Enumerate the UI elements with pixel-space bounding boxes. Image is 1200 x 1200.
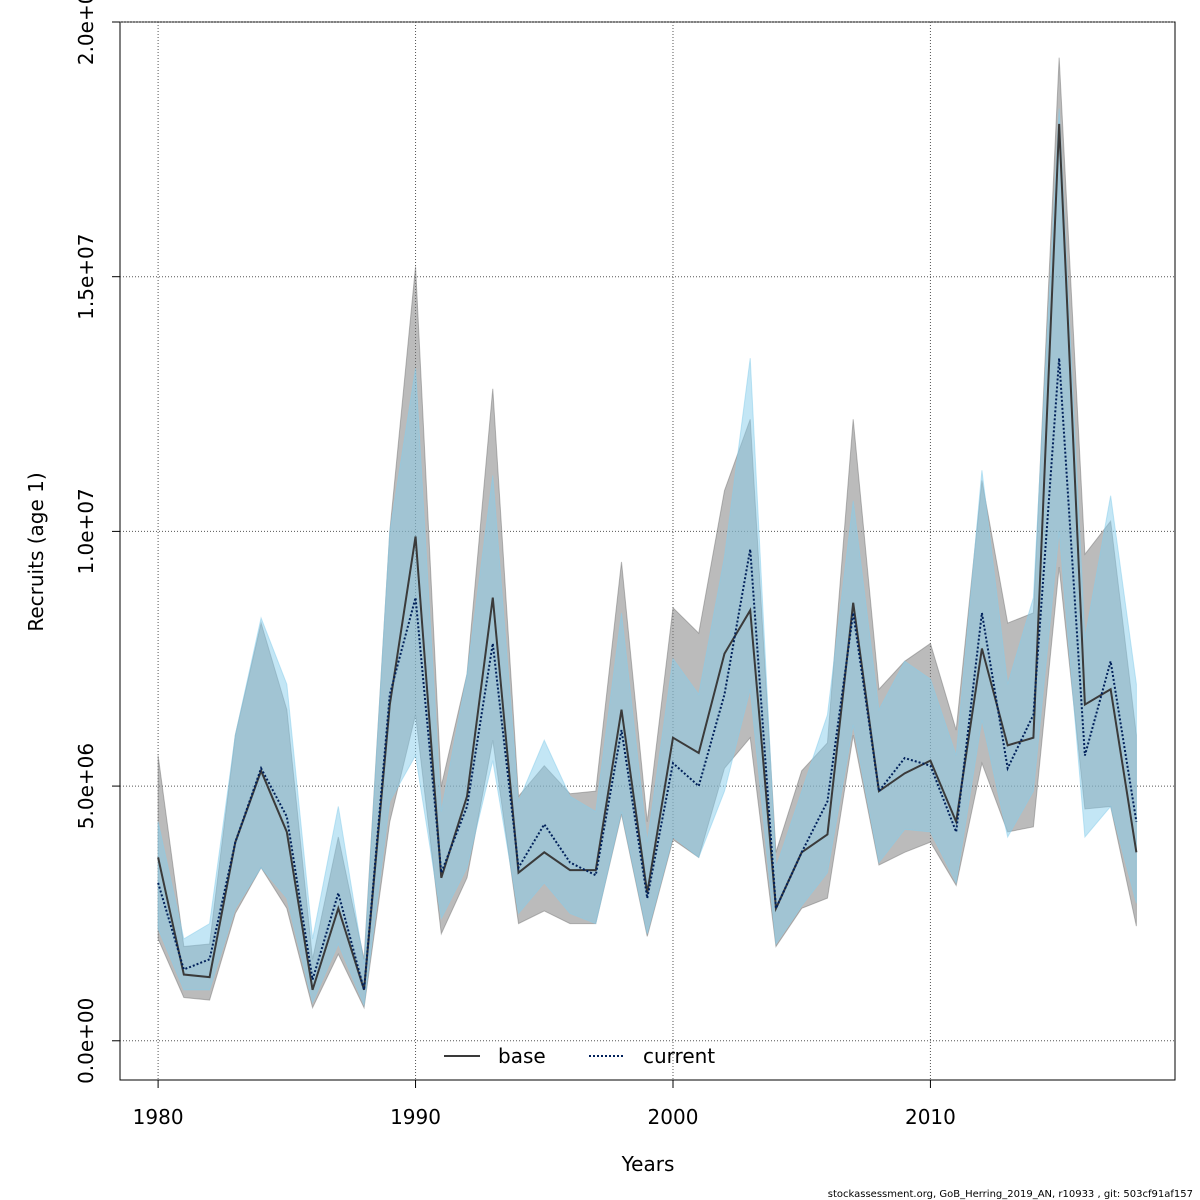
- y-tick-label: 1.0e+07: [74, 488, 98, 574]
- x-tick-label: 2010: [905, 1105, 956, 1129]
- legend-label: base: [498, 1044, 546, 1068]
- x-axis-label: Years: [621, 1152, 675, 1176]
- y-axis-label: Recruits (age 1): [24, 472, 48, 631]
- y-tick-label: 2.0e+07: [74, 0, 98, 65]
- x-tick-label: 1990: [390, 1105, 441, 1129]
- x-tick-label: 1980: [133, 1105, 184, 1129]
- y-tick-label: 0.0e+00: [74, 998, 98, 1084]
- y-tick-label: 5.0e+06: [74, 743, 98, 829]
- legend-label: current: [643, 1044, 715, 1068]
- y-tick-label: 1.5e+07: [74, 234, 98, 320]
- confidence-band: [157, 108, 1137, 1008]
- x-tick-label: 2000: [648, 1105, 699, 1129]
- footnote: stockassessment.org, GoB_Herring_2019_AN…: [828, 1189, 1193, 1200]
